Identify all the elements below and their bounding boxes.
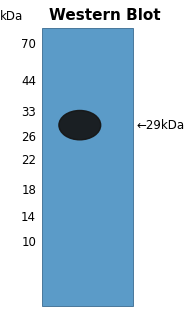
Text: 10: 10 [21,236,36,249]
Bar [42,28,133,306]
Text: 33: 33 [21,106,36,119]
Text: 44: 44 [21,75,36,88]
Text: 18: 18 [21,184,36,197]
Text: 22: 22 [21,154,36,167]
Text: 70: 70 [21,38,36,51]
Text: 14: 14 [21,211,36,224]
Text: Western Blot: Western Blot [49,8,160,23]
Text: ←29kDa: ←29kDa [137,119,185,132]
Text: 26: 26 [21,131,36,144]
Text: kDa: kDa [0,10,23,23]
Ellipse shape [59,110,101,140]
